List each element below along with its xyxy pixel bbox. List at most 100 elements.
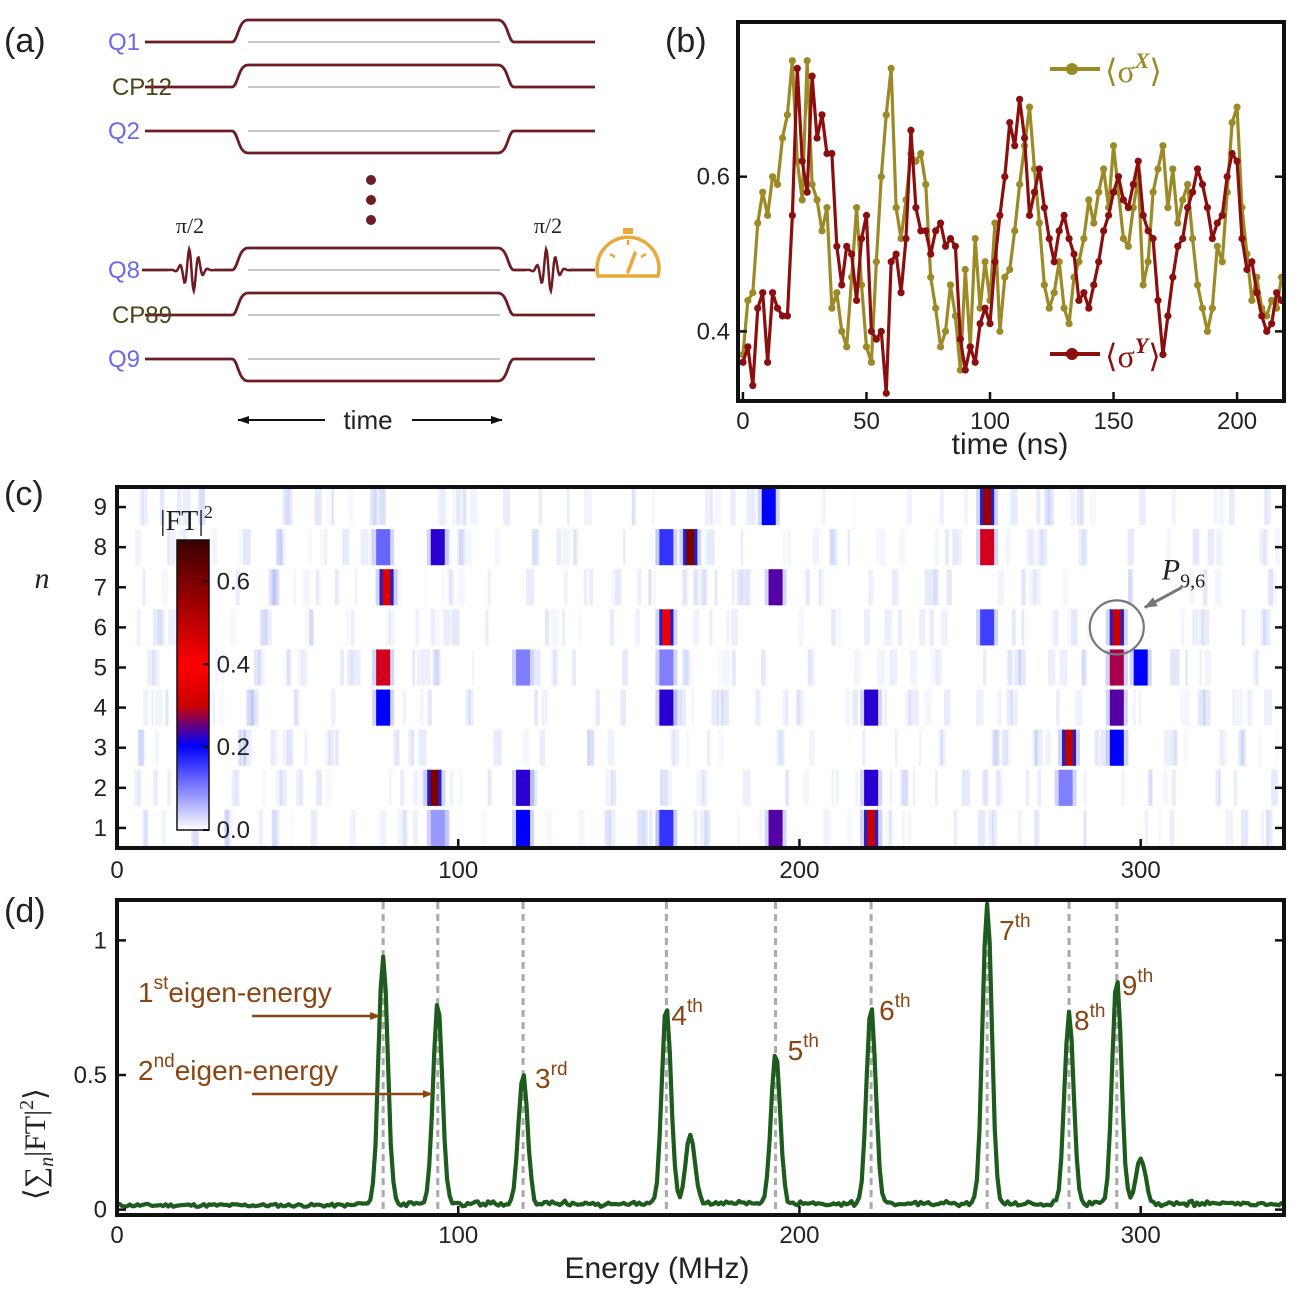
series-sigma-x-point: [1100, 165, 1108, 173]
y-tick-label: 0.6: [697, 164, 730, 191]
panel-b-ticks: 0 50 100 150 200 0.4 0.6: [697, 164, 1284, 435]
line-label-q2: Q2: [108, 118, 140, 145]
row-label: 4: [94, 695, 107, 722]
noise-cell: [1021, 569, 1026, 606]
series-sigma-x-point: [852, 204, 861, 212]
noise-cell: [334, 569, 339, 606]
peak-edge-row-6: [659, 609, 663, 646]
series-sigma-y-point: [1208, 234, 1216, 243]
noise-cell: [589, 569, 593, 606]
series-sigma-y-point: [902, 234, 910, 243]
row-label: 3: [94, 735, 107, 762]
noise-cell: [1007, 489, 1012, 526]
noise-cell: [1229, 489, 1235, 526]
noise-cell: [237, 529, 245, 566]
noise-cell: [1105, 649, 1108, 686]
noise-cell: [694, 809, 698, 846]
noise-cell: [449, 569, 455, 606]
panel-d-chart: (d) 0 100 200 300 0 0.5 1 Energy (MHz) ⟨∑n|FT|…: [4, 892, 1286, 1285]
series-sigma-y-point: [1016, 95, 1024, 103]
noise-cell: [417, 729, 426, 766]
noise-cell: [1216, 529, 1223, 566]
series-sigma-y-point: [872, 335, 880, 343]
noise-cell: [457, 529, 464, 566]
noise-cell: [419, 689, 425, 726]
noise-cell: [397, 809, 405, 846]
series-sigma-y-point: [862, 211, 871, 219]
series-sigma-y-point: [754, 304, 762, 312]
noise-cell: [739, 569, 745, 606]
noise-cell: [400, 769, 405, 806]
series-sigma-x-point: [1025, 103, 1034, 111]
series-sigma-y-point: [857, 234, 866, 243]
ordinal-number: 4: [671, 1000, 687, 1031]
noise-cell: [380, 809, 387, 846]
noise-cell: [1052, 609, 1059, 646]
noise-cell: [1248, 689, 1251, 726]
noise-cell: [895, 729, 898, 766]
noise-cell: [1238, 729, 1246, 766]
noise-cell: [257, 649, 260, 686]
noise-cell: [142, 489, 148, 526]
noise-cell: [1048, 729, 1052, 766]
noise-cell: [572, 529, 576, 566]
x-tick-label: 150: [1094, 408, 1134, 435]
series-sigma-y-point: [1144, 227, 1152, 235]
noise-cell: [637, 809, 646, 846]
series-sigma-x-point: [941, 327, 950, 335]
series-sigma-x-point: [917, 149, 925, 158]
noise-cell: [465, 529, 473, 566]
series-sigma-y-point: [1139, 211, 1147, 219]
legend-sy-sup: Y: [1135, 333, 1151, 358]
series-sigma-y-point: [1040, 204, 1048, 212]
p96-annotation: P9,6: [1088, 553, 1205, 656]
noise-cell: [502, 489, 510, 526]
noise-cell: [692, 609, 696, 646]
noise-cell: [197, 489, 205, 526]
noise-cell: [1233, 769, 1238, 806]
x-tick-label: 200: [1217, 408, 1257, 435]
series-sigma-y-point: [788, 211, 796, 219]
series-sigma-y-point: [1238, 234, 1246, 243]
noise-cell: [1171, 649, 1180, 686]
noise-cell: [316, 569, 319, 606]
noise-cell: [420, 769, 426, 806]
noise-cell: [902, 769, 909, 806]
series-sigma-y-point: [1065, 234, 1073, 243]
noise-cell: [231, 769, 237, 806]
series-sigma-y-point: [1035, 165, 1044, 173]
ordinal-suffix: rd: [551, 1059, 568, 1080]
noise-cell: [659, 769, 668, 806]
series-sigma-y-point: [1248, 258, 1256, 266]
series-sigma-y-point: [793, 64, 801, 73]
noise-cell: [605, 769, 613, 806]
noise-cell: [254, 649, 262, 686]
series-sigma-y-point: [1169, 273, 1177, 281]
noise-cell: [759, 809, 763, 846]
eigen-word: eigen-energy: [175, 1055, 338, 1086]
series-sigma-x-point: [1001, 273, 1009, 281]
series-sigma-y-point: [852, 296, 861, 305]
noise-cell: [229, 609, 237, 646]
series-sigma-y-point: [1203, 204, 1212, 212]
noise-cell: [607, 729, 615, 766]
noise-cell: [272, 809, 280, 846]
noise-cell: [304, 729, 308, 766]
noise-cell: [417, 649, 423, 686]
noise-cell: [574, 529, 579, 566]
noise-cell: [746, 489, 755, 526]
series-sigma-x-point: [1050, 289, 1058, 297]
panel-d-label: (d): [4, 892, 46, 930]
ordinal-number: 7: [999, 915, 1015, 946]
noise-cell: [1100, 729, 1107, 766]
series-sigma-y-point: [976, 320, 984, 328]
noise-cell: [348, 489, 355, 526]
noise-cell: [309, 609, 314, 646]
noise-cell: [877, 649, 885, 686]
peak-cell-row-6: [980, 609, 995, 646]
series-sigma-y-point: [778, 312, 787, 320]
series-sigma-x-point: [818, 227, 826, 235]
series-sigma-y-point: [1154, 296, 1162, 305]
peak-cell-row-2: [427, 769, 442, 806]
series-sigma-y-point: [1075, 296, 1083, 305]
